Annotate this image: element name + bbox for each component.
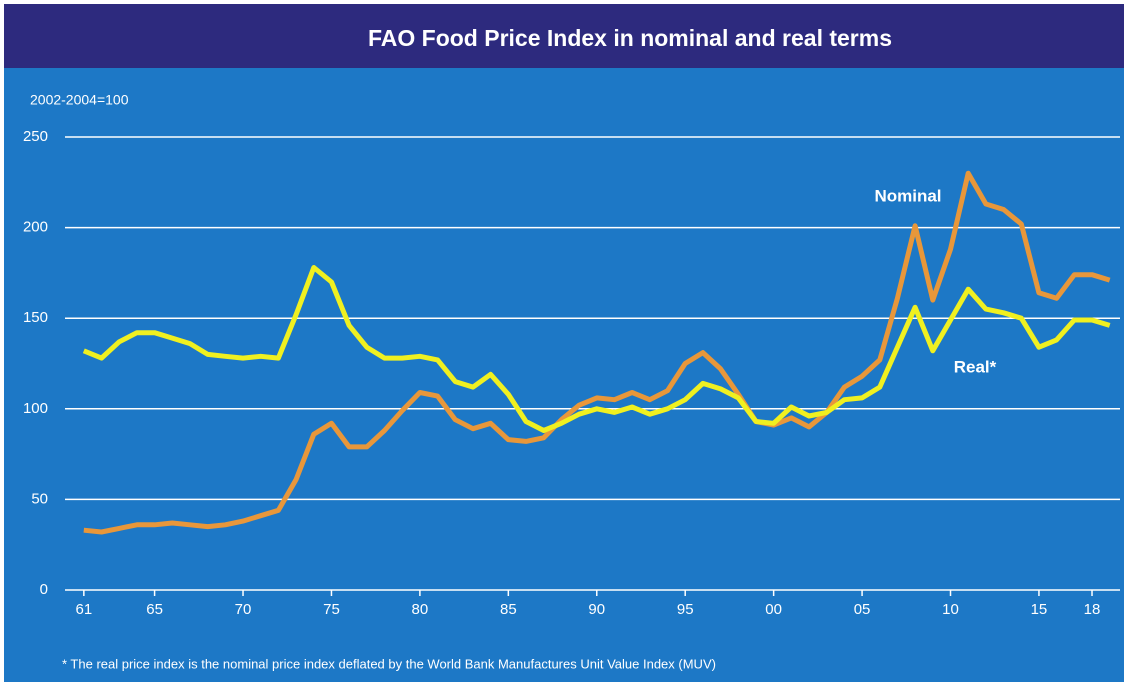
x-tick-label: 61 <box>75 601 92 618</box>
x-tick-label: 10 <box>942 601 959 618</box>
footnote: * The real price index is the nominal pr… <box>62 656 716 671</box>
x-tick-label: 15 <box>1031 601 1048 618</box>
y-tick-label: 0 <box>40 581 48 598</box>
x-tick-label: 65 <box>146 601 163 618</box>
chart-title: FAO Food Price Index in nominal and real… <box>368 25 892 51</box>
x-tick-label: 95 <box>677 601 694 618</box>
y-tick-label: 50 <box>31 490 48 507</box>
x-tick-label: 18 <box>1084 601 1101 618</box>
series-line <box>83 170 1111 535</box>
y-tick-label: 250 <box>23 128 48 145</box>
panel <box>4 68 1124 682</box>
x-tick-label: 75 <box>323 601 340 618</box>
y-tick-label: 100 <box>23 400 48 417</box>
x-tick-label: 05 <box>854 601 871 618</box>
y-tick-label: 200 <box>23 219 48 236</box>
series-label: Nominal <box>874 186 941 205</box>
x-tick-label: 70 <box>235 601 252 618</box>
series-label: Real* <box>954 357 997 376</box>
header-bar <box>4 4 1124 68</box>
x-tick-label: 80 <box>412 601 429 618</box>
x-tick-label: 00 <box>765 601 782 618</box>
x-tick-label: 85 <box>500 601 517 618</box>
x-tick-label: 90 <box>588 601 605 618</box>
y-tick-label: 150 <box>23 309 48 326</box>
series-line <box>82 265 1111 433</box>
y-axis-label: 2002-2004=100 <box>30 92 129 108</box>
